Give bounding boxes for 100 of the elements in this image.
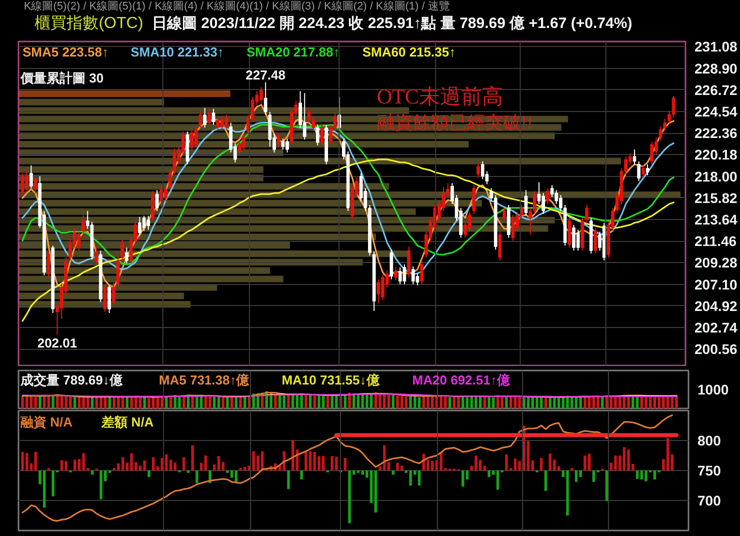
candlestick: [77, 231, 81, 252]
bar: [536, 396, 538, 408]
bar: [160, 458, 164, 470]
candlestick: [402, 264, 406, 285]
bar: [522, 396, 526, 408]
bar: [304, 452, 308, 470]
candlestick: [151, 190, 154, 222]
bar: [287, 395, 290, 408]
annotation: 202.01: [37, 336, 78, 351]
bar: [348, 470, 351, 524]
bar: [217, 456, 220, 470]
bar: [213, 464, 216, 470]
bar: [478, 460, 482, 470]
y-tick-label: 224.54: [694, 103, 738, 120]
candlestick: [585, 204, 588, 224]
chart-subtitle: 日線圖 2023/11/22 開 224.23 收 225.91↑點 量 789.69 億 +1.67 (+0.74%): [152, 15, 632, 32]
candlestick: [663, 118, 667, 132]
bar: [670, 454, 674, 470]
candlestick: [108, 284, 111, 314]
bar: [396, 396, 399, 408]
candlestick: [112, 282, 116, 306]
bar: [230, 470, 234, 478]
bar: [370, 470, 373, 503]
candlestick: [242, 134, 246, 151]
y-tick-label: 226.72: [694, 82, 738, 98]
bar: [318, 395, 320, 408]
candlestick: [642, 164, 645, 178]
bar: [213, 396, 216, 408]
y-tick-label: 207.10: [694, 276, 738, 292]
bar: [208, 396, 212, 408]
candlestick: [194, 126, 198, 148]
y-tick-label: 213.64: [694, 211, 738, 228]
candlestick: [524, 190, 528, 216]
bar: [514, 458, 517, 470]
bar: [21, 396, 24, 408]
candlestick: [116, 256, 120, 288]
bar: [234, 470, 238, 482]
candlestick: [532, 190, 536, 214]
candlestick: [420, 260, 424, 285]
candlestick: [511, 214, 515, 242]
candlestick: [632, 149, 636, 165]
bar: [38, 395, 42, 408]
bar: [318, 456, 320, 470]
bar: [374, 470, 378, 512]
candlestick: [94, 247, 98, 264]
candlestick: [20, 172, 24, 195]
bar: [148, 470, 150, 478]
bar: [121, 457, 124, 470]
bar: [592, 470, 596, 482]
bar: [675, 394, 678, 408]
bar: [18, 98, 164, 106]
bar: [644, 470, 648, 482]
candlestick: [168, 168, 172, 190]
candlestick: [198, 110, 202, 128]
bar: [387, 462, 390, 470]
candlestick: [316, 124, 320, 146]
bar: [426, 395, 430, 408]
bar: [34, 396, 37, 408]
chart-title: 櫃買指數(OTC): [34, 14, 144, 32]
bar: [466, 470, 469, 480]
text: K線圖(5)(2) / K線圖(5)(1) / K線圖(4) / K線圖(4)(1) / K線圖(3) / K線圖(2) / K線圖(1) / 速覽: [24, 0, 450, 12]
bar: [174, 462, 176, 470]
bar: [60, 460, 64, 470]
bar: [34, 452, 37, 470]
series-label: MA10 731.55↓億: [282, 372, 380, 388]
candlestick: [476, 162, 480, 178]
candlestick: [594, 227, 598, 254]
candlestick: [250, 96, 254, 122]
y-tick-label: 215.82: [694, 190, 738, 206]
bar: [196, 470, 198, 484]
candlestick: [103, 284, 107, 312]
bar: [488, 397, 490, 408]
candlestick: [82, 214, 85, 234]
bar: [579, 397, 582, 408]
bar: [396, 462, 399, 470]
text: SMA20 217.88↑: [246, 44, 340, 60]
candlestick: [502, 207, 506, 222]
bar: [466, 397, 469, 408]
bar: [196, 396, 198, 408]
candlestick: [650, 141, 654, 165]
bar: [165, 454, 168, 470]
candlestick: [416, 272, 420, 286]
bar: [42, 470, 46, 508]
bar: [404, 396, 408, 408]
text: SMA5 223.58↑: [22, 44, 108, 60]
bar: [178, 396, 181, 408]
candlestick: [276, 132, 280, 148]
bar: [148, 398, 150, 408]
bar: [644, 396, 648, 408]
bar: [557, 398, 560, 408]
bar: [217, 397, 220, 408]
bar: [505, 454, 508, 470]
bar: [18, 90, 230, 97]
bar: [287, 470, 290, 490]
text: SMA10 221.33↑: [130, 44, 224, 60]
candlestick: [46, 250, 50, 278]
bar: [300, 470, 303, 480]
bar: [387, 394, 390, 408]
bar: [574, 470, 578, 482]
bar: [308, 451, 312, 470]
